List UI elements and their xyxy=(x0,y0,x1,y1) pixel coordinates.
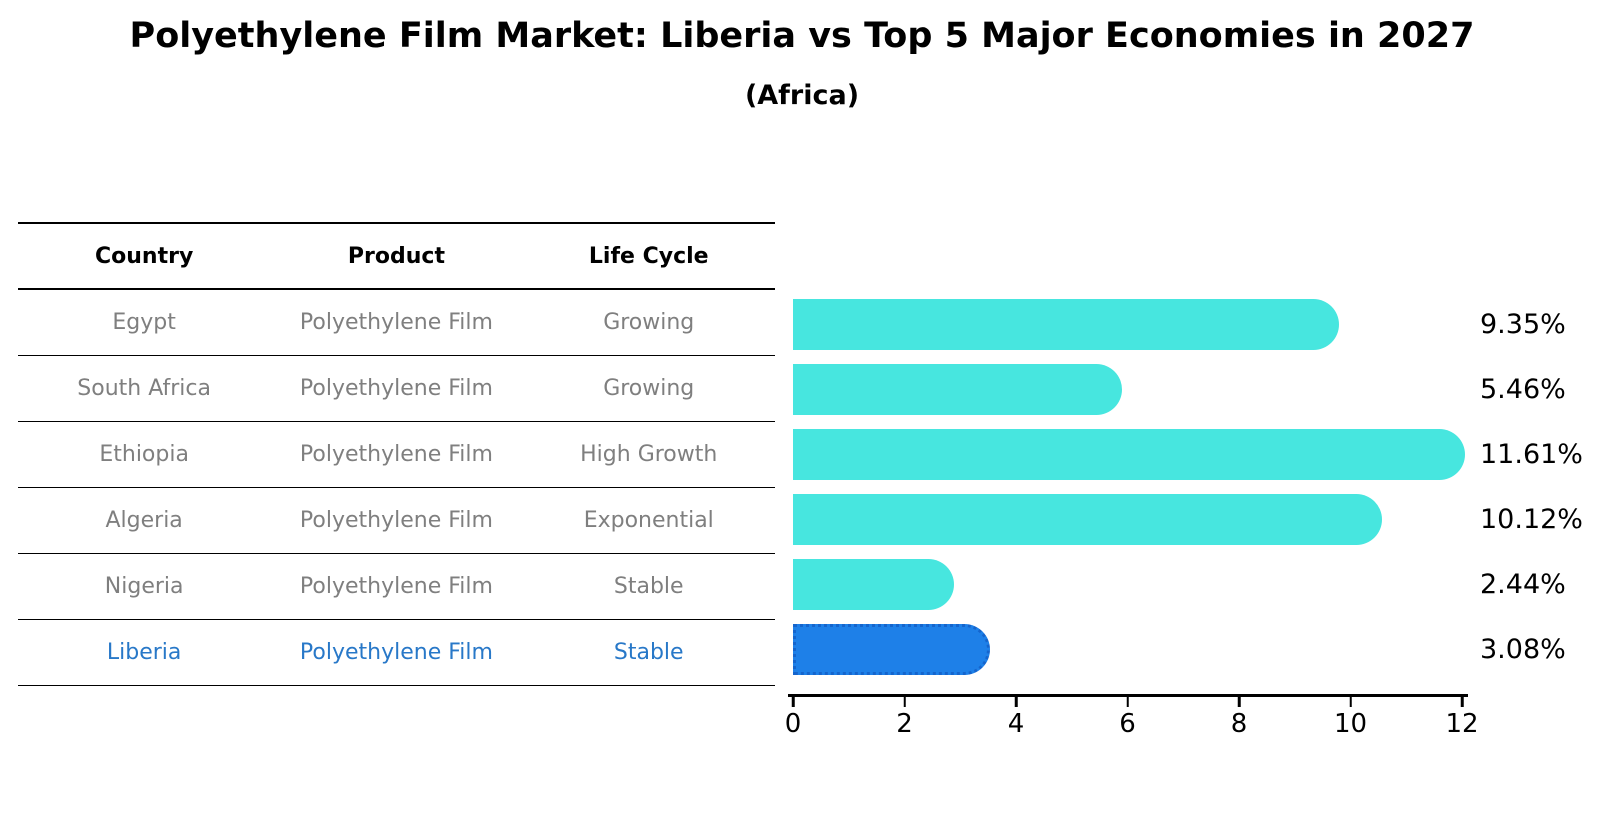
cell-country: Egypt xyxy=(112,310,176,335)
header-country: Country xyxy=(95,243,194,269)
table-row-ethiopia: Ethiopia Polyethylene Film High Growth xyxy=(18,422,775,488)
value-label-ethiopia: 11.61% xyxy=(1480,439,1583,470)
cell-product: Polyethylene Film xyxy=(299,574,493,599)
bar-row-egypt: 9.35% xyxy=(793,292,1604,357)
bar-row-liberia: 3.08% xyxy=(793,617,1604,682)
cell-life-cycle: Growing xyxy=(603,310,695,335)
table-row-south-africa: South Africa Polyethylene Film Growing xyxy=(18,356,775,422)
bar-row-algeria: 10.12% xyxy=(793,487,1604,552)
x-tick-10 xyxy=(1349,696,1352,707)
x-tick-6 xyxy=(1126,696,1129,707)
x-tick-label-10: 10 xyxy=(1333,709,1368,739)
x-tick-12 xyxy=(1460,696,1464,707)
x-tick-2 xyxy=(903,696,906,707)
bar-liberia xyxy=(793,624,990,675)
value-label-liberia: 3.08% xyxy=(1480,634,1566,665)
bar-row-ethiopia: 11.61% xyxy=(793,422,1604,487)
cell-product: Polyethylene Film xyxy=(299,376,493,401)
x-tick-label-4: 4 xyxy=(1007,709,1025,739)
cell-product: Polyethylene Film xyxy=(299,310,493,335)
cell-product: Polyethylene Film xyxy=(299,442,493,467)
cell-life-cycle: High Growth xyxy=(580,442,718,467)
table-row-nigeria: Nigeria Polyethylene Film Stable xyxy=(18,554,775,620)
cell-product: Polyethylene Film xyxy=(299,508,493,533)
table-row-egypt: Egypt Polyethylene Film Growing xyxy=(18,290,775,356)
cell-life-cycle: Growing xyxy=(603,376,695,401)
value-label-south-africa: 5.46% xyxy=(1480,374,1566,405)
x-tick-4 xyxy=(1014,696,1018,707)
cell-product: Polyethylene Film xyxy=(299,640,493,665)
bar-nigeria xyxy=(793,559,955,610)
x-tick-label-2: 2 xyxy=(896,709,913,739)
cell-life-cycle: Exponential xyxy=(583,508,714,533)
cell-life-cycle: Stable xyxy=(613,640,684,665)
x-axis: 0 2 4 6 8 10 12 xyxy=(785,694,1479,739)
country-table: Country Product Life Cycle Egypt Polyeth… xyxy=(18,222,775,686)
table-header-row: Country Product Life Cycle xyxy=(18,224,775,290)
bar-ethiopia xyxy=(793,429,1466,480)
x-tick-label-6: 6 xyxy=(1119,709,1136,739)
cell-country: Ethiopia xyxy=(99,442,189,467)
bar-egypt xyxy=(793,299,1340,350)
x-tick-label-12: 12 xyxy=(1445,709,1479,739)
value-label-algeria: 10.12% xyxy=(1480,504,1583,535)
bar-chart: 9.35% 5.46% 11.61% 10.12% 2.44% 3.08% xyxy=(793,292,1604,682)
page-subtitle: (Africa) xyxy=(744,80,860,111)
bar-row-south-africa: 5.46% xyxy=(793,357,1604,422)
table-row-liberia: Liberia Polyethylene Film Stable xyxy=(18,620,775,686)
cell-country: Algeria xyxy=(105,508,183,533)
page-title: Polyethylene Film Market: Liberia vs Top… xyxy=(129,16,1475,56)
x-tick-label-8: 8 xyxy=(1230,709,1248,739)
bar-south-africa xyxy=(793,364,1123,415)
cell-country: South Africa xyxy=(77,376,211,401)
bar-row-nigeria: 2.44% xyxy=(793,552,1604,617)
cell-life-cycle: Stable xyxy=(613,574,684,599)
value-label-nigeria: 2.44% xyxy=(1480,569,1566,600)
table-row-algeria: Algeria Polyethylene Film Exponential xyxy=(18,488,775,554)
cell-country: Nigeria xyxy=(104,574,184,599)
bar-algeria xyxy=(793,494,1383,545)
header-product: Product xyxy=(347,243,445,269)
x-tick-label-0: 0 xyxy=(784,709,802,739)
x-tick-0 xyxy=(791,696,795,707)
header-life-cycle: Life Cycle xyxy=(588,243,709,269)
x-tick-8 xyxy=(1237,696,1241,707)
cell-country: Liberia xyxy=(106,640,182,665)
value-label-egypt: 9.35% xyxy=(1480,309,1566,340)
